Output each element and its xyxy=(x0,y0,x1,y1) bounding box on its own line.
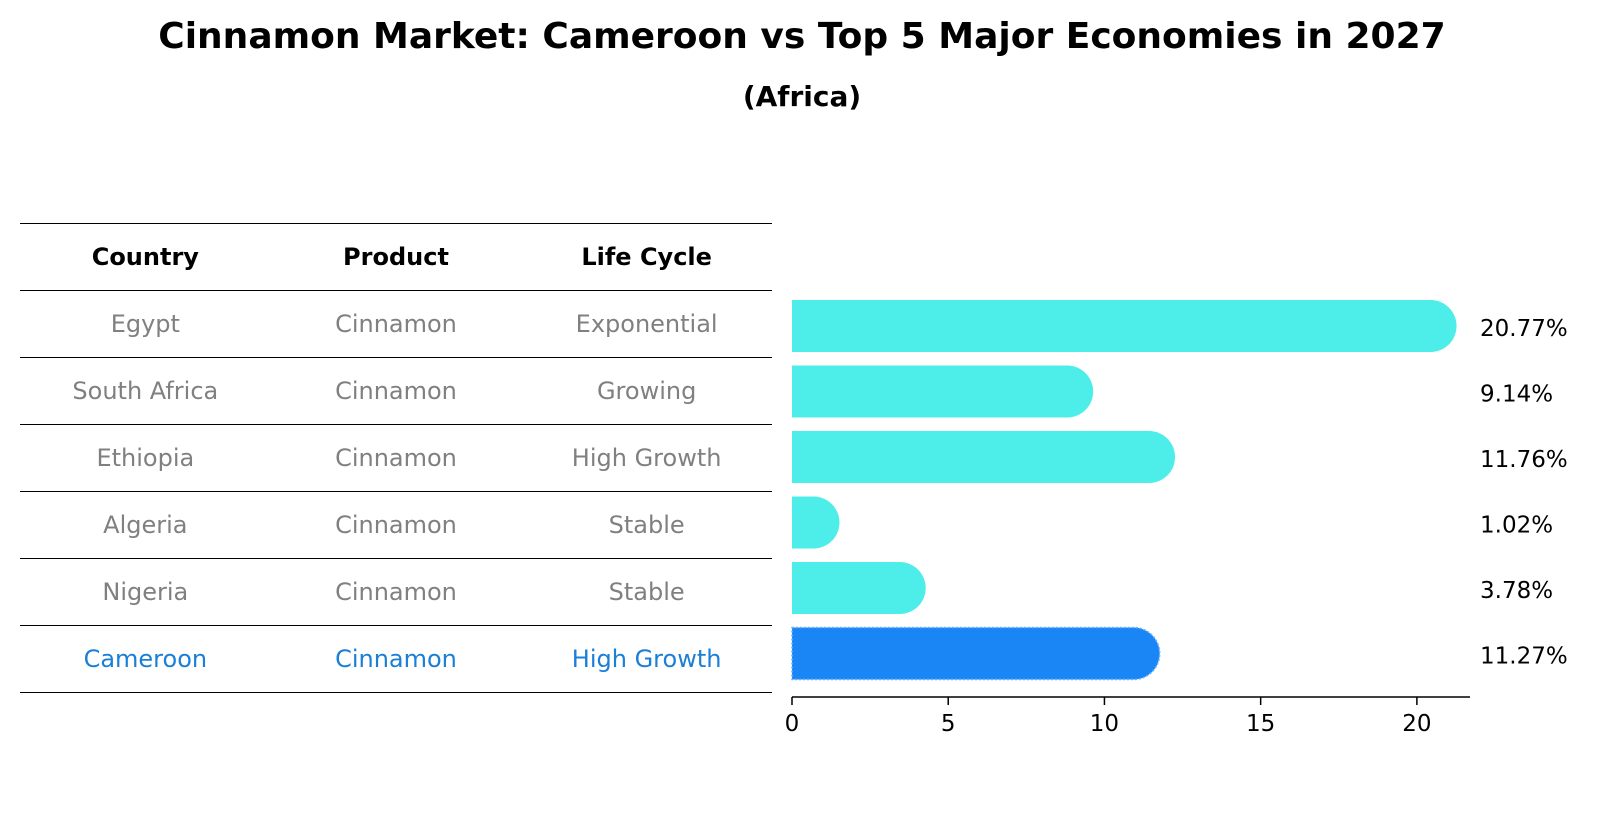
x-tick-label: 20 xyxy=(1402,711,1431,737)
country-cell: Cameroon xyxy=(83,645,208,673)
data-label: 1.02% xyxy=(1480,513,1553,539)
header-life-cycle: Life Cycle xyxy=(581,243,712,271)
table-row: Egypt Cinnamon Exponential xyxy=(20,291,772,358)
table-row-highlight: Cameroon Cinnamon High Growth xyxy=(20,626,772,693)
product-cell: Cinnamon xyxy=(335,310,457,338)
life-cycle-cell: High Growth xyxy=(571,645,722,673)
data-label: 9.14% xyxy=(1480,382,1553,408)
chart-subtitle: (Africa) xyxy=(742,80,862,113)
country-cell: Ethiopia xyxy=(96,444,195,472)
life-cycle-cell: Growing xyxy=(596,377,697,405)
data-label: 11.76% xyxy=(1480,447,1568,473)
life-cycle-cell: Stable xyxy=(608,578,685,606)
bar-algeria xyxy=(792,496,840,549)
x-tick-label: 10 xyxy=(1090,711,1119,737)
country-cell: South Africa xyxy=(72,377,219,405)
table-row: Algeria Cinnamon Stable xyxy=(20,492,772,559)
country-cell: Nigeria xyxy=(102,578,189,606)
life-cycle-cell: Stable xyxy=(608,511,685,539)
country-cell: Algeria xyxy=(103,511,188,539)
product-cell: Cinnamon xyxy=(335,444,457,472)
product-cell: Cinnamon xyxy=(335,578,457,606)
bar-ethiopia xyxy=(792,431,1176,483)
data-label: 3.78% xyxy=(1480,578,1553,604)
bar-cameroon xyxy=(791,626,1161,681)
life-cycle-cell: High Growth xyxy=(571,444,722,472)
x-tick-label: 5 xyxy=(941,711,956,737)
data-label: 11.27% xyxy=(1480,644,1568,670)
product-cell: Cinnamon xyxy=(335,377,457,405)
x-tick-label: 0 xyxy=(785,711,800,737)
table-row: Nigeria Cinnamon Stable xyxy=(20,559,772,626)
header-product: Product xyxy=(343,243,449,271)
data-label: 20.77% xyxy=(1480,316,1568,342)
table-row: South Africa Cinnamon Growing xyxy=(20,358,772,425)
country-table: Country Product Life Cycle Egypt Cinnamo… xyxy=(20,223,772,693)
bar-nigeria xyxy=(792,562,926,614)
bar-egypt xyxy=(792,300,1457,352)
table-header-row: Country Product Life Cycle xyxy=(20,224,772,291)
header-country: Country xyxy=(91,243,199,271)
product-cell: Cinnamon xyxy=(335,511,457,539)
life-cycle-cell: Exponential xyxy=(575,310,718,338)
x-tick-label: 15 xyxy=(1246,711,1275,737)
bar-south-africa xyxy=(792,365,1094,418)
table-row: Ethiopia Cinnamon High Growth xyxy=(20,425,772,492)
product-cell: Cinnamon xyxy=(335,645,457,673)
chart-title: Cinnamon Market: Cameroon vs Top 5 Major… xyxy=(158,16,1446,57)
country-cell: Egypt xyxy=(110,310,180,338)
